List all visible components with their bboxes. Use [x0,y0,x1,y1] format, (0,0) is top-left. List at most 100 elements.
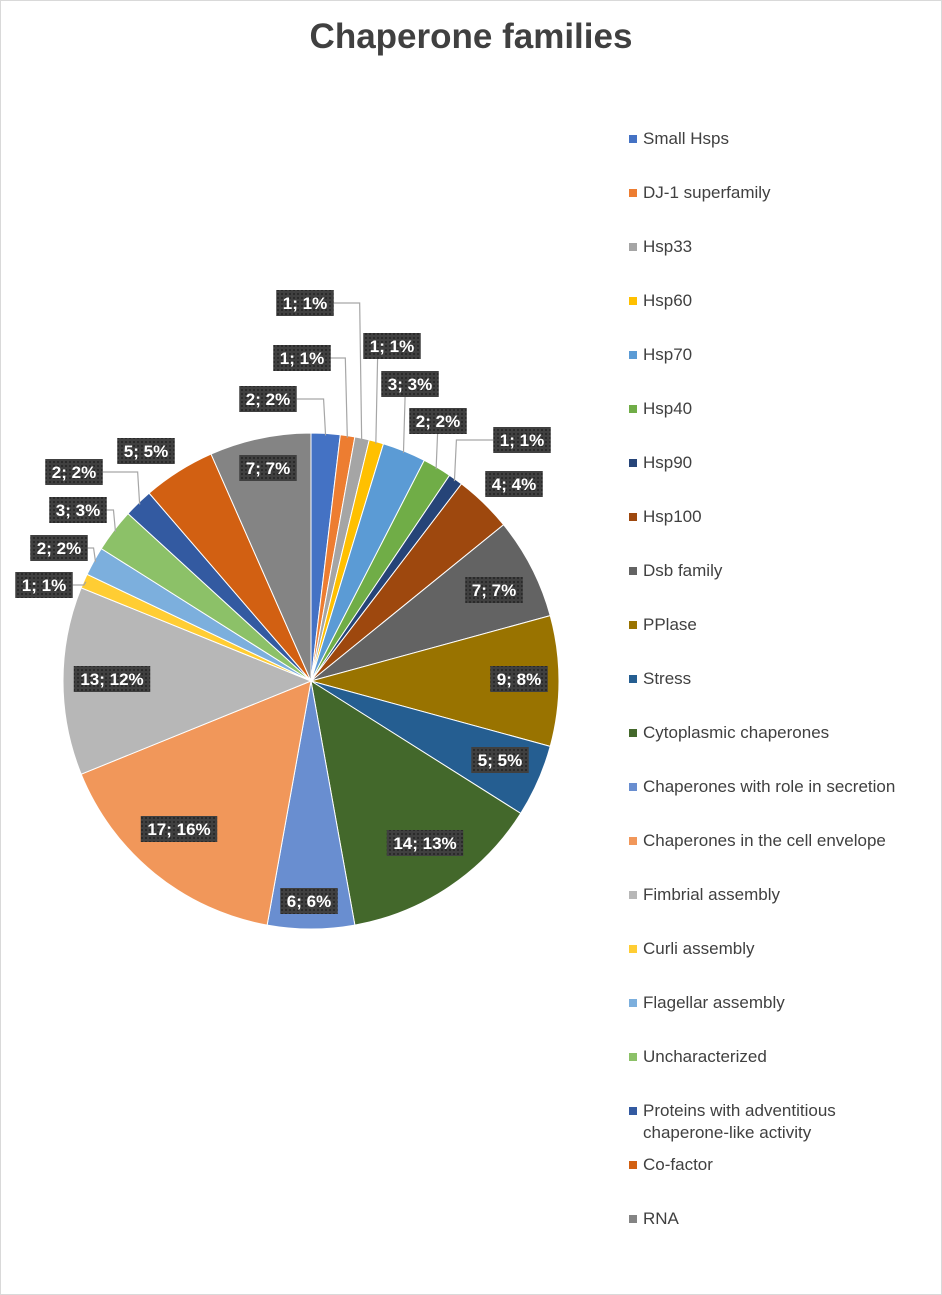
legend-label: Flagellar assembly [643,993,785,1012]
legend-label: Hsp100 [643,507,702,526]
pie-slice [80,680,312,926]
legend-swatch [629,999,637,1007]
legend-swatch [629,243,637,251]
data-label: 2; 2% [416,412,460,431]
legend-label: Chaperones with role in secretion [643,777,896,796]
leader-line [453,439,494,482]
legend-label: Co-factor [643,1155,713,1174]
data-label: 1; 1% [22,576,66,595]
legend-swatch [629,297,637,305]
data-label-box [471,747,529,773]
legend-label: Hsp90 [643,453,693,472]
leader-line [87,547,97,563]
data-label-box [73,666,151,692]
pie-slice [210,432,312,682]
leader-line [296,398,327,436]
legend-label: Chaperones in the cell envelope [643,831,886,850]
data-label-box [239,455,297,481]
legend-swatch [629,405,637,413]
data-label: 2; 2% [52,463,96,482]
data-label: 6; 6% [287,892,331,911]
legend-label: Hsp40 [643,399,693,418]
data-label-box [117,438,175,464]
legend-label: Stress [643,669,692,688]
data-label-box [49,497,107,523]
data-label: 1; 1% [280,349,324,368]
legend-swatch [629,891,637,899]
data-label-box [276,290,334,316]
data-label: 2; 2% [37,539,81,558]
legend-swatch [629,1053,637,1061]
legend-swatch [629,729,637,737]
pie-slice [310,679,522,926]
legend-label: Small Hsps [643,129,729,148]
leader-line [72,581,87,586]
legend-swatch [629,189,637,197]
data-label-box [386,830,464,856]
data-label-box [140,816,218,842]
data-label-box [493,427,551,453]
legend-swatch [629,351,637,359]
legend-swatch [629,1161,637,1169]
data-label-box [490,666,548,692]
data-label: 5; 5% [478,751,522,770]
legend-label: Hsp60 [643,291,693,310]
legend-label: Cytoplasmic chaperones [643,723,830,742]
data-label-box [485,471,543,497]
legend-label: Dsb family [643,561,723,580]
data-label: 2; 2% [246,390,290,409]
data-label: 1; 1% [283,294,327,313]
legend-swatch [629,135,637,143]
data-label-box [280,888,338,914]
data-label-box [45,459,103,485]
data-label: 5; 5% [124,442,168,461]
data-label-box [30,535,88,561]
leader-line [333,302,363,441]
leader-line [102,471,141,505]
data-label-box [15,572,73,598]
data-label: 1; 1% [370,337,414,356]
data-label: 1; 1% [500,431,544,450]
pie-slice [62,587,313,775]
legend-swatch [629,621,637,629]
legend-label: Hsp70 [643,345,693,364]
data-label: 4; 4% [492,475,536,494]
data-label-box [363,333,421,359]
data-label: 3; 3% [56,501,100,520]
data-label: 14; 13% [393,834,456,853]
legend-label: RNA [643,1209,679,1228]
legend-swatch [629,1215,637,1223]
legend-swatch [629,837,637,845]
legend-swatch [629,1107,637,1115]
leader-line [363,345,379,444]
legend-swatch [629,783,637,791]
data-label-box [273,345,331,371]
data-label-box [409,408,467,434]
legend-swatch [629,675,637,683]
data-label-box [381,371,439,397]
legend-label: Fimbrial assembly [643,885,780,904]
chart-title: Chaperone families [309,17,633,56]
data-label: 17; 16% [147,820,210,839]
data-label-box [465,577,523,603]
data-label: 13; 12% [80,670,143,689]
pie-slice [309,615,560,747]
legend-swatch [629,567,637,575]
data-label-box [239,386,297,412]
data-label: 9; 8% [497,670,541,689]
data-label: 3; 3% [388,375,432,394]
legend-label: Uncharacterized [643,1047,767,1066]
leader-line [106,509,117,532]
legend-label: DJ-1 superfamily [643,183,771,202]
legend-swatch [629,459,637,467]
legend-label: Proteins with adventitious chaperone-lik… [643,1101,836,1142]
legend-label: PPlase [643,615,697,634]
data-label: 7; 7% [246,459,290,478]
data-label: 7; 7% [472,581,516,600]
legend-label: Hsp33 [643,237,693,256]
legend-swatch [629,945,637,953]
legend-label: Curli assembly [643,939,755,958]
leader-line [330,357,348,438]
